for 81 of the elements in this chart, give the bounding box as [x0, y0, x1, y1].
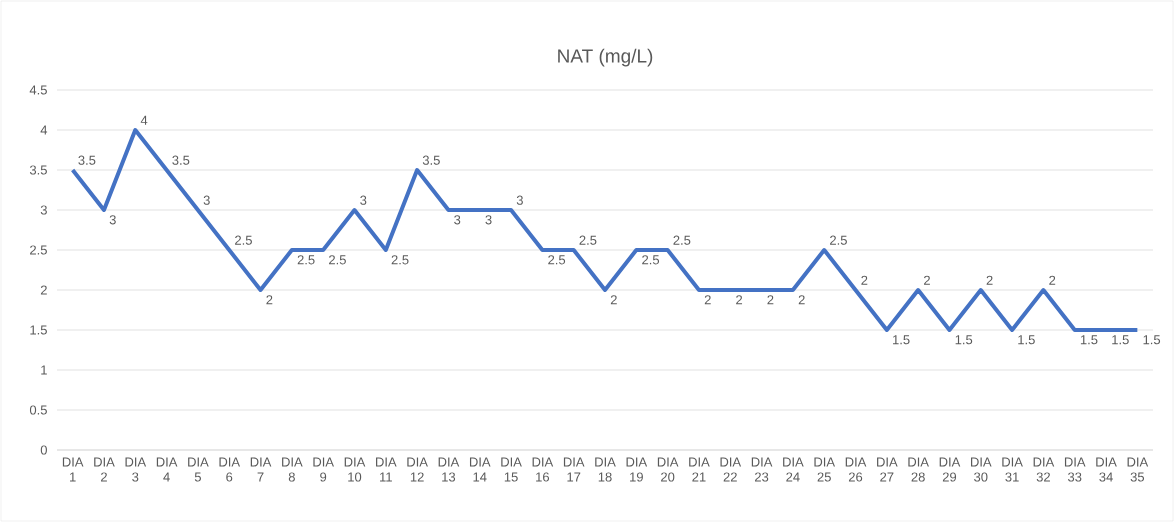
- x-tick-label: DIA 10: [344, 457, 366, 482]
- x-tick-label: DIA 11: [376, 457, 397, 482]
- data-label: 1.5: [1143, 335, 1161, 345]
- x-tick-label: DIA 16: [532, 457, 554, 482]
- data-label: 2: [767, 295, 774, 305]
- x-tick-label: DIA 26: [845, 457, 867, 482]
- data-label: 3: [360, 195, 367, 205]
- x-tick-label: DIA 9: [313, 457, 334, 482]
- data-label: 1.5: [1080, 335, 1098, 345]
- x-tick-label: DIA 25: [814, 457, 836, 482]
- x-tick-label: DIA 5: [188, 457, 209, 482]
- data-label: 2.5: [329, 255, 346, 265]
- data-label: 2.5: [830, 235, 847, 245]
- x-tick-label: DIA 27: [877, 457, 898, 482]
- data-label: 1.5: [955, 335, 973, 345]
- x-tick-label: DIA 12: [407, 457, 428, 482]
- data-label: 3: [485, 215, 492, 225]
- data-label: 3.5: [78, 155, 96, 165]
- data-label: 4: [140, 115, 148, 125]
- x-tick-label: DIA 7: [250, 457, 272, 482]
- data-label: 3: [203, 195, 210, 205]
- x-tick-label: DIA 8: [282, 457, 303, 482]
- data-label: 1.5: [893, 335, 910, 345]
- x-tick-label: DIA 31: [1002, 457, 1023, 482]
- y-tick-label: 2: [40, 285, 47, 295]
- data-label: 2.5: [673, 235, 691, 245]
- data-label: 2: [798, 295, 805, 305]
- y-tick-label: 0: [40, 445, 47, 455]
- x-tick-label: DIA 23: [751, 457, 773, 482]
- x-tick-label: DIA 29: [939, 457, 961, 482]
- x-tick-label: DIA 35: [1127, 457, 1149, 482]
- data-label: 2.5: [391, 255, 409, 265]
- x-tick-label: DIA 13: [438, 457, 460, 482]
- x-tick-label: DIA 3: [125, 457, 147, 482]
- x-tick-label: DIA 4: [156, 457, 178, 482]
- x-tick-label: DIA 33: [1064, 457, 1086, 482]
- data-label: 2.5: [548, 255, 566, 265]
- x-tick-label: DIA 20: [657, 457, 679, 482]
- data-label: 3: [454, 215, 461, 225]
- x-tick-label: DIA 1: [62, 457, 84, 482]
- x-tick-label: DIA 15: [501, 457, 522, 482]
- y-tick-label: 3.5: [29, 165, 47, 175]
- data-label: 2: [704, 295, 711, 305]
- data-label: 2: [736, 295, 743, 305]
- x-tick-label: DIA 2: [94, 457, 115, 482]
- x-tick-label: DIA 19: [626, 457, 648, 482]
- x-tick-label: DIA 18: [595, 457, 616, 482]
- data-label: 2: [986, 275, 993, 285]
- data-label: 2: [861, 275, 868, 285]
- x-tick-label: DIA 17: [563, 457, 585, 482]
- data-label: 2.5: [642, 255, 660, 265]
- x-tick-label: DIA 6: [219, 457, 241, 482]
- y-tick-label: 4: [40, 125, 48, 135]
- data-label: 3.5: [172, 155, 190, 165]
- y-tick-label: 0.5: [29, 405, 47, 415]
- y-tick-label: 4.5: [29, 85, 47, 95]
- x-tick-label: DIA 22: [720, 457, 742, 482]
- y-tick-label: 3: [40, 205, 47, 215]
- data-label: 2.5: [579, 235, 597, 245]
- data-label: 2: [610, 295, 617, 305]
- data-label: 2: [266, 295, 273, 305]
- y-tick-label: 2.5: [30, 245, 47, 255]
- data-label: 3: [516, 195, 523, 205]
- x-tick-label: DIA 24: [783, 457, 804, 482]
- x-tick-label: DIA 32: [1033, 457, 1055, 482]
- data-label: 2: [924, 275, 930, 285]
- x-tick-label: DIA 28: [908, 457, 929, 482]
- y-tick-label: 1.5: [30, 325, 47, 335]
- data-label: 1.5: [1018, 335, 1035, 345]
- data-label: 3: [109, 215, 116, 225]
- x-tick-label: DIA 30: [971, 457, 992, 482]
- x-tick-label: DIA 14: [469, 457, 491, 482]
- data-label: 3.5: [422, 155, 440, 165]
- y-tick-label: 1: [41, 365, 47, 375]
- data-label: 1.5: [1112, 335, 1129, 345]
- x-tick-label: DIA 34: [1096, 457, 1117, 482]
- data-label: 2.5: [235, 235, 252, 245]
- data-label: 2.5: [297, 255, 315, 265]
- data-label: 2: [1049, 275, 1056, 285]
- chart-title: NAT (mg/L): [558, 48, 653, 67]
- x-tick-label: DIA 21: [689, 457, 710, 482]
